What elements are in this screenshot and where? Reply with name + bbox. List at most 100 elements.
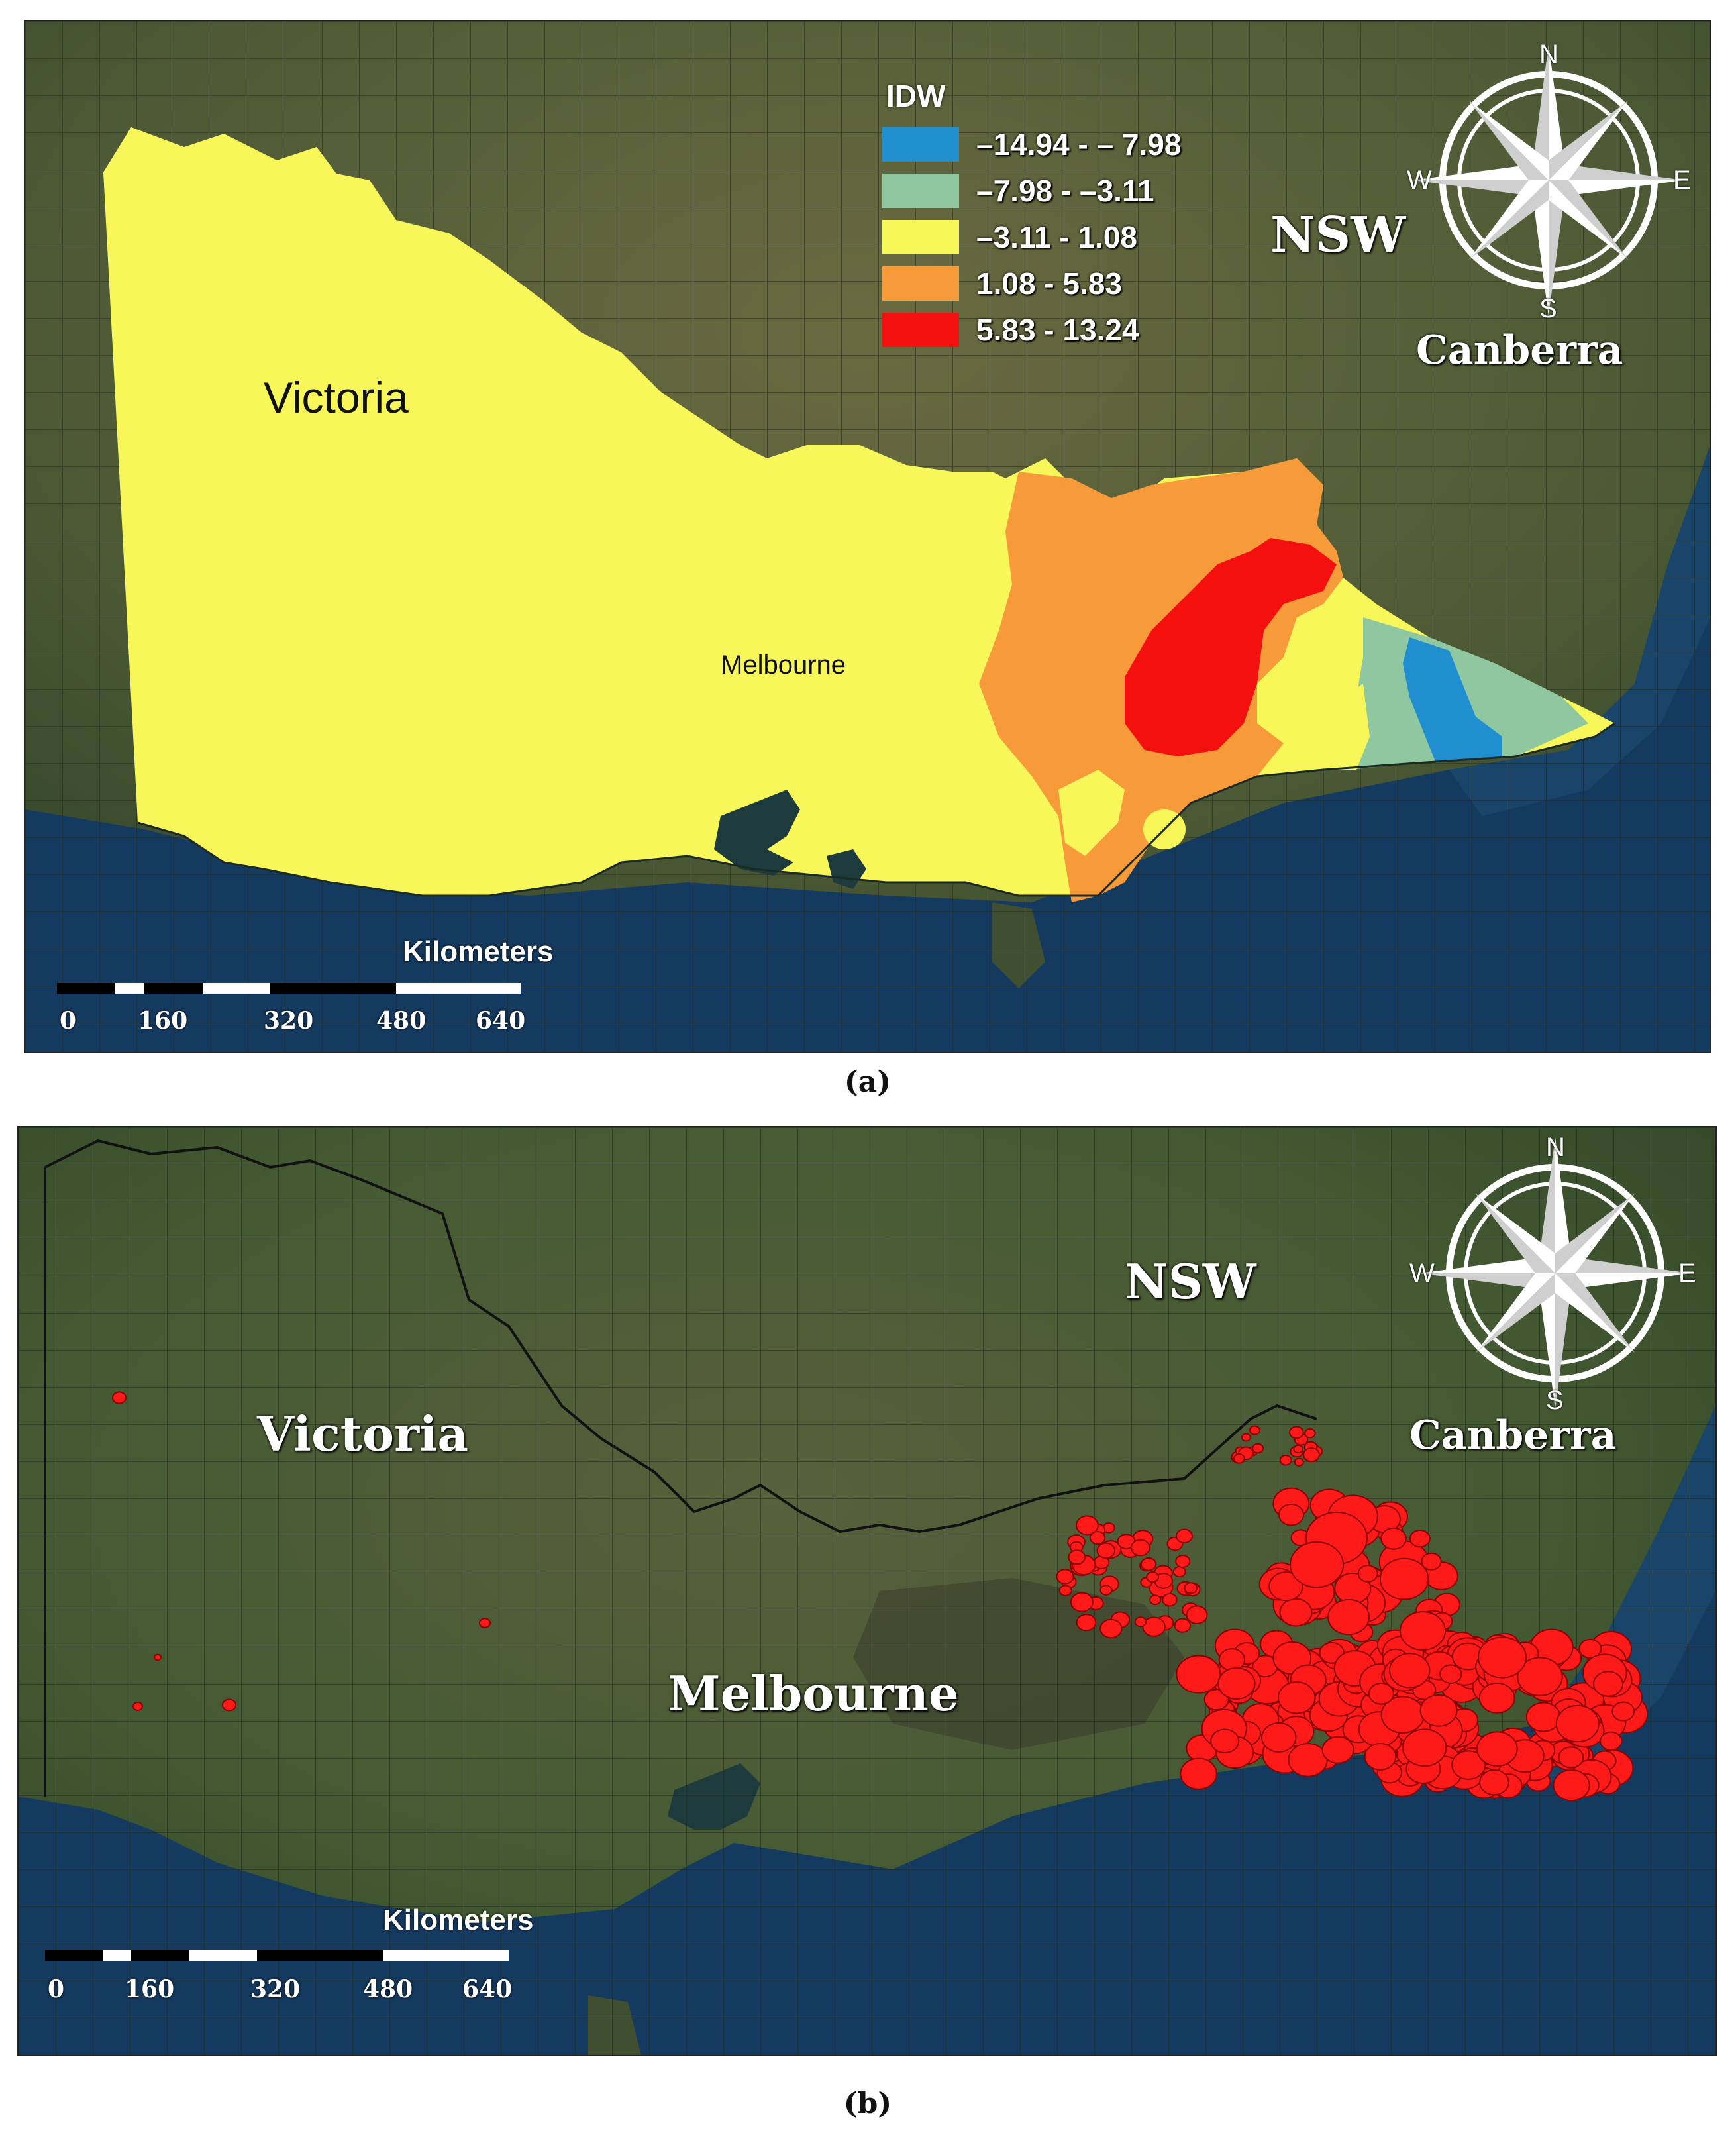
compass-rose <box>1413 44 1684 316</box>
compass-w: W <box>1407 166 1432 195</box>
fire-point <box>1277 1681 1316 1714</box>
fire-point <box>1056 1569 1074 1585</box>
scale-tick: 480 <box>363 1975 413 2003</box>
compass-point <box>1549 180 1628 260</box>
legend-swatch <box>882 127 959 162</box>
fire-point <box>1070 1592 1094 1612</box>
map-panel-a: IDW –14.94 - – 7.98 –7.98 - –3.11 –3.11 - … <box>24 20 1711 1053</box>
fire-point <box>1402 1728 1447 1767</box>
legend-label: –7.98 - –3.11 <box>976 174 1154 208</box>
fire-point <box>1176 1655 1221 1694</box>
scale-bar-seg <box>257 1950 383 1961</box>
fire-point <box>1555 1704 1600 1743</box>
fire-point <box>1288 1743 1328 1777</box>
fire-point <box>1278 1503 1304 1526</box>
fire-point <box>1400 1611 1446 1651</box>
fire-point <box>1553 1769 1590 1802</box>
compass-n: N <box>1539 40 1558 69</box>
compass-s: S <box>1539 294 1557 323</box>
compass-s: S <box>1546 1386 1564 1415</box>
fire-point <box>1174 1618 1192 1633</box>
fire-point <box>1451 1750 1486 1780</box>
fire-point <box>1293 1444 1303 1454</box>
legend-label: –3.11 - 1.08 <box>976 220 1137 254</box>
fire-point <box>1210 1728 1240 1754</box>
compass-point <box>1539 1137 1555 1273</box>
compass-point <box>1549 180 1684 196</box>
legend-item: –7.98 - –3.11 <box>882 172 1154 209</box>
fire-point <box>1218 1648 1246 1671</box>
fire-point <box>1089 1530 1106 1545</box>
fire-point <box>1058 1585 1072 1596</box>
fire-point <box>222 1698 236 1712</box>
state-border <box>44 1139 1317 1534</box>
fire-point <box>1478 1682 1515 1714</box>
fire-point <box>1304 1428 1316 1439</box>
fire-point <box>1476 1731 1518 1767</box>
fire-point <box>1186 1605 1208 1624</box>
fire-point <box>1268 1571 1303 1602</box>
idw-class-3-pocket <box>1058 770 1125 856</box>
fire-point <box>1099 1618 1123 1639</box>
fire-point <box>1131 1539 1150 1557</box>
fire-point <box>1479 1769 1509 1796</box>
fire-point <box>1380 1527 1407 1550</box>
fire-point <box>1068 1549 1086 1565</box>
compass-point <box>1476 1194 1555 1273</box>
city-label: Melbourne <box>668 1665 959 1722</box>
fire-point <box>1368 1682 1394 1705</box>
compass-e: E <box>1673 166 1691 195</box>
scale-bar <box>57 983 521 994</box>
scale-tick: 640 <box>476 1007 526 1035</box>
fire-point <box>1389 1653 1431 1689</box>
region-label: NSW <box>1125 1253 1256 1310</box>
capital-label: Canberra <box>1416 327 1623 374</box>
compass-point <box>1539 1273 1555 1409</box>
map-panel-b: Victoria Melbourne NSW Canberra Kilomete… <box>17 1126 1717 2056</box>
fire-point <box>1517 1657 1563 1696</box>
city-label: Melbourne <box>721 651 846 680</box>
fire-point <box>1096 1542 1116 1559</box>
fire-point <box>1249 1425 1261 1435</box>
caption-b: (b) <box>843 2087 892 2120</box>
idw-class-5-region <box>1125 538 1337 756</box>
compass-point <box>1469 101 1549 180</box>
capital-label: Canberra <box>1409 1412 1617 1459</box>
compass-point <box>1413 164 1549 180</box>
compass-point <box>1555 1194 1635 1273</box>
legend-label: –14.94 - – 7.98 <box>976 127 1182 162</box>
compass-point <box>1555 1137 1571 1273</box>
compass-point <box>1469 180 1549 260</box>
fire-point <box>1525 1702 1561 1732</box>
scale-tick: 0 <box>60 1007 77 1035</box>
fire-point <box>1241 1433 1251 1442</box>
compass-point <box>1476 1273 1555 1353</box>
scale-tick: 320 <box>264 1007 314 1035</box>
compass-w: W <box>1409 1259 1435 1288</box>
caption-a: (a) <box>844 1065 892 1099</box>
fire-point <box>1303 1447 1320 1463</box>
legend-swatch <box>882 174 959 208</box>
fire-point <box>1357 1565 1378 1583</box>
fire-point <box>1162 1593 1178 1607</box>
legend-swatch <box>882 266 959 301</box>
fire-point <box>1593 1671 1623 1697</box>
fire-point <box>1172 1566 1186 1578</box>
legend-item: –14.94 - – 7.98 <box>882 126 1181 163</box>
compass-n: N <box>1546 1133 1565 1162</box>
fire-point <box>1409 1530 1431 1548</box>
compass-point <box>1549 101 1628 180</box>
fire-point <box>1578 1638 1602 1659</box>
scale-tick: 640 <box>462 1975 513 2003</box>
fire-point <box>1149 1594 1162 1606</box>
state-label: Victoria <box>264 373 409 422</box>
scale-tick: 160 <box>138 1007 188 1035</box>
compass-point <box>1419 1257 1555 1273</box>
fire-point <box>1203 1689 1229 1711</box>
state-label: Victoria <box>257 1406 469 1462</box>
fire-point <box>1184 1582 1198 1594</box>
scale-bar-seg <box>131 1950 189 1961</box>
scale-title: Kilometers <box>403 935 554 968</box>
compass-point <box>1419 1273 1555 1289</box>
fire-point <box>1600 1731 1623 1751</box>
